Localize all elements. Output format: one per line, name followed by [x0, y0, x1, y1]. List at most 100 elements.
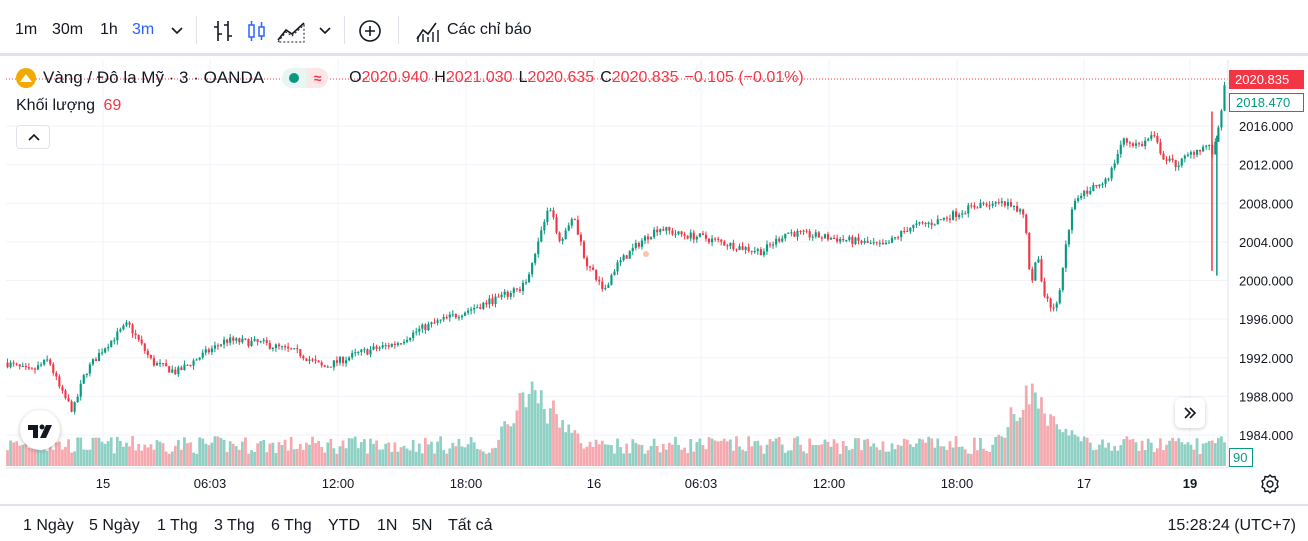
range-6m[interactable]: 6 Thg	[271, 517, 312, 534]
volume-bar	[460, 446, 464, 466]
volume-bar	[979, 438, 982, 466]
volume-bar	[445, 453, 449, 466]
candle-body	[1217, 127, 1220, 142]
candle-body	[695, 236, 698, 240]
volume-bar	[393, 442, 397, 466]
candle-body	[759, 249, 762, 256]
volume-bar	[585, 446, 589, 466]
candle-body	[534, 254, 537, 264]
candle-body	[872, 242, 875, 244]
candle-body	[1092, 185, 1095, 192]
time-tick-label: 15	[96, 476, 110, 491]
timeframe-1m[interactable]: 1m	[15, 21, 38, 38]
symbol-title[interactable]: Vàng / Đô la Mỹ · 3 · OANDA	[43, 68, 265, 87]
candle-body	[829, 238, 833, 240]
add-compare-icon[interactable]	[357, 18, 383, 44]
candle-body	[744, 247, 747, 250]
volume-bar	[753, 441, 757, 466]
volume-bar	[1210, 440, 1214, 466]
price-chart[interactable]: 2016.000 2012.000 2008.000 2004.000 2000.000…	[0, 0, 1308, 504]
candle-body	[43, 359, 46, 365]
volume-bar	[283, 439, 287, 466]
volume-bar	[1030, 383, 1034, 466]
candle-body	[85, 373, 88, 376]
candle-body	[1061, 267, 1064, 291]
volume-bar	[677, 444, 680, 466]
clock-timezone[interactable]: 15:28:24 (UTC+7)	[1167, 517, 1296, 534]
candle-body	[183, 364, 186, 370]
candle-body	[778, 238, 781, 242]
volume-bar	[686, 453, 690, 466]
range-5y[interactable]: 5N	[412, 517, 433, 534]
timeframe-30m[interactable]: 30m	[52, 21, 84, 38]
area-chart-icon[interactable]	[276, 18, 308, 44]
candle-body	[88, 364, 91, 374]
volume-bar	[1198, 453, 1202, 466]
volume-bar	[832, 439, 836, 466]
market-status-badge[interactable]: ≈	[282, 68, 329, 88]
volume-bar	[527, 393, 531, 466]
candle-body	[1077, 198, 1080, 201]
indicators-button[interactable]: Các chỉ báo	[447, 21, 532, 38]
scroll-to-realtime-button[interactable]	[1175, 398, 1205, 428]
candle-body	[735, 249, 738, 251]
candle-body	[354, 352, 357, 354]
candle-body	[332, 360, 335, 368]
candlestick-icon[interactable]	[244, 18, 270, 44]
volume-bar	[902, 438, 906, 466]
candle-body	[537, 241, 540, 255]
volume-bar	[988, 451, 991, 466]
volume-bar	[225, 452, 229, 466]
gear-icon[interactable]	[1259, 473, 1281, 495]
range-5d[interactable]: 5 Ngày	[89, 517, 140, 534]
volume-bar	[384, 443, 388, 466]
volume-bar	[582, 448, 586, 466]
volume-bar	[1125, 436, 1129, 466]
indicators-icon[interactable]	[414, 18, 440, 44]
tradingview-logo[interactable]	[20, 410, 60, 450]
volume-bar	[271, 442, 275, 466]
volume-bar	[12, 442, 15, 466]
candle-body	[226, 339, 229, 343]
candle-body	[421, 324, 424, 329]
candle-body	[290, 348, 293, 350]
range-1d[interactable]: 1 Ngày	[23, 517, 74, 534]
candle-body	[570, 219, 573, 226]
candle-body	[338, 356, 342, 363]
volume-bar	[1061, 432, 1065, 466]
candle-body	[549, 210, 552, 212]
volume-bar	[478, 449, 482, 466]
range-ytd[interactable]: YTD	[328, 517, 360, 534]
range-3m[interactable]: 3 Thg	[214, 517, 255, 534]
candle-body	[473, 307, 476, 310]
timeframe-3m[interactable]: 3m	[132, 21, 155, 38]
bar-chart-icon[interactable]	[210, 18, 236, 44]
volume-bar	[1217, 438, 1220, 466]
volume-bar	[347, 438, 351, 466]
volume-bar	[878, 449, 882, 466]
volume-bar	[783, 452, 787, 466]
candle-body	[717, 238, 720, 240]
volume-bar	[454, 446, 458, 466]
volume-bar	[729, 439, 732, 466]
chevron-down-icon[interactable]	[314, 18, 336, 44]
volume-bar	[210, 442, 214, 466]
candle-body	[677, 231, 680, 235]
volume-bar	[500, 426, 503, 466]
candle-body	[799, 231, 802, 233]
volume-bar	[1070, 430, 1074, 466]
volume-bar	[1183, 444, 1187, 466]
chevron-down-icon[interactable]	[166, 18, 188, 44]
candle-body	[134, 333, 137, 336]
collapse-legend-button[interactable]	[16, 125, 50, 149]
volume-bar	[671, 444, 674, 466]
timeframe-1h[interactable]: 1h	[100, 21, 118, 38]
candle-body	[1125, 138, 1128, 143]
range-all[interactable]: Tất cả	[448, 517, 493, 534]
candle-body	[555, 217, 558, 233]
candle-body	[280, 346, 284, 348]
volume-bar	[1021, 409, 1025, 466]
volume-bar	[1082, 436, 1086, 466]
range-1y[interactable]: 1N	[377, 517, 398, 534]
range-1m[interactable]: 1 Thg	[157, 517, 198, 534]
